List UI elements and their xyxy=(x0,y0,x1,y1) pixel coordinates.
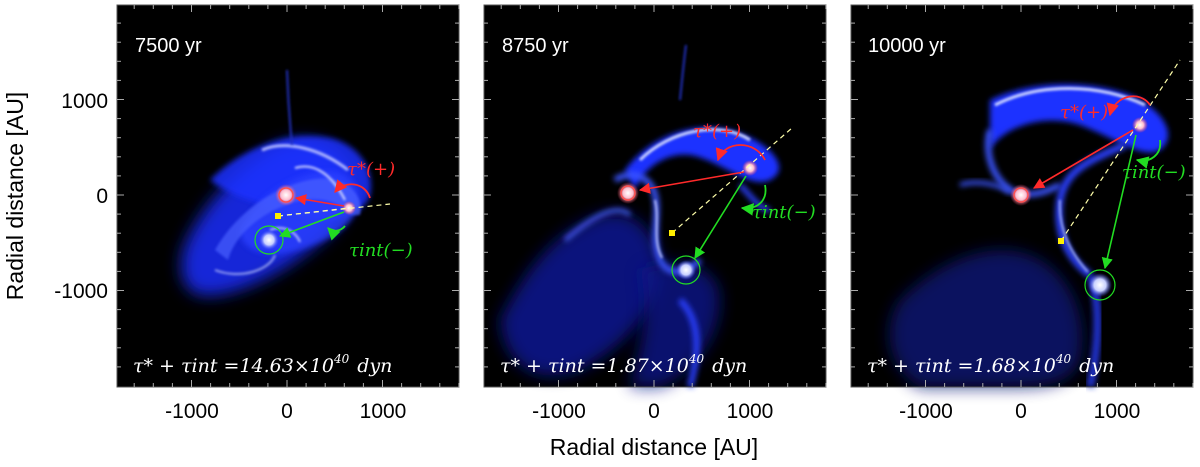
gas-density-map xyxy=(500,44,780,388)
tick-marks xyxy=(116,4,1194,388)
torque-sum-label: τ* + τint =1.68×1040 dyn xyxy=(867,352,1114,377)
x-tick-label: 0 xyxy=(281,400,293,423)
x-tick-label: 0 xyxy=(648,400,660,423)
torque-int-label: τint(−) xyxy=(752,202,816,223)
axes: 1000 0 -1000 -1000 0 1000 -1000 0 1000 -… xyxy=(2,4,1194,460)
panel-border xyxy=(850,4,1194,388)
time-label: 10000 yr xyxy=(868,35,946,57)
center-of-mass-marker xyxy=(275,213,281,219)
sum-exp: 40 xyxy=(333,352,350,366)
time-label: 7500 yr xyxy=(135,35,202,57)
x-tick-label: 1000 xyxy=(1094,400,1141,423)
x-tick-label: 1000 xyxy=(360,400,407,423)
sum-unit: dyn xyxy=(1079,355,1114,377)
x-tick-label: -1000 xyxy=(899,400,953,423)
torque-int-label: τint(−) xyxy=(1122,162,1186,183)
y-tick-label: 1000 xyxy=(61,90,108,113)
x-tick-label: -1000 xyxy=(532,400,586,423)
sum-value: 1.87×10 xyxy=(606,355,688,377)
torque-annotations: τ*(+) τint(−) xyxy=(1033,59,1186,301)
x-axis-title: Radial distance [AU] xyxy=(550,434,758,460)
torque-annotations: τ*(+) τint(−) xyxy=(254,159,413,261)
torque-star-label: τ*(+) xyxy=(1060,102,1108,123)
panel-7500yr: τ*(+) τint(−) 7500 yr τ* + τint =14.63×1… xyxy=(117,5,459,387)
sum-unit: dyn xyxy=(357,355,392,377)
y-axis-title: Radial distance [AU] xyxy=(2,92,28,300)
sum-lhs: τ* + τint = xyxy=(133,355,239,377)
sum-exp: 40 xyxy=(1055,352,1072,366)
center-of-mass-marker xyxy=(1058,238,1064,244)
sum-value: 14.63×10 xyxy=(239,355,334,377)
torque-int-label: τint(−) xyxy=(349,240,413,261)
y-tick-label: 0 xyxy=(96,185,108,208)
sum-lhs: τ* + τint = xyxy=(867,355,973,377)
center-of-mass-marker xyxy=(669,230,675,236)
x-tick-label: 1000 xyxy=(727,400,774,423)
panel-border xyxy=(483,4,827,388)
torque-annotations: τ*(+) τint(−) xyxy=(638,121,816,285)
torque-star-label: τ*(+) xyxy=(693,121,741,142)
x-tick-label: -1000 xyxy=(165,400,219,423)
torque-sum-label: τ* + τint =1.87×1040 dyn xyxy=(500,352,747,377)
gas-density-map xyxy=(889,84,1169,388)
y-tick-label: -1000 xyxy=(54,280,108,303)
torque-star-label: τ*(+) xyxy=(347,159,395,180)
panel-border xyxy=(116,4,460,388)
panel-8750yr: τ*(+) τint(−) 8750 yr τ* + τint =1.87×10… xyxy=(484,5,826,388)
sum-value: 1.68×10 xyxy=(973,355,1055,377)
panel-10000yr: τ*(+) τint(−) 10000 yr τ* + τint =1.68×1… xyxy=(851,5,1193,388)
torque-sum-label: τ* + τint =14.63×1040 dyn xyxy=(133,352,392,377)
sum-lhs: τ* + τint = xyxy=(500,355,606,377)
sum-unit: dyn xyxy=(712,355,747,377)
x-tick-label: 0 xyxy=(1015,400,1027,423)
gas-density-map xyxy=(181,69,371,296)
time-label: 8750 yr xyxy=(502,35,569,57)
sum-exp: 40 xyxy=(688,352,705,366)
